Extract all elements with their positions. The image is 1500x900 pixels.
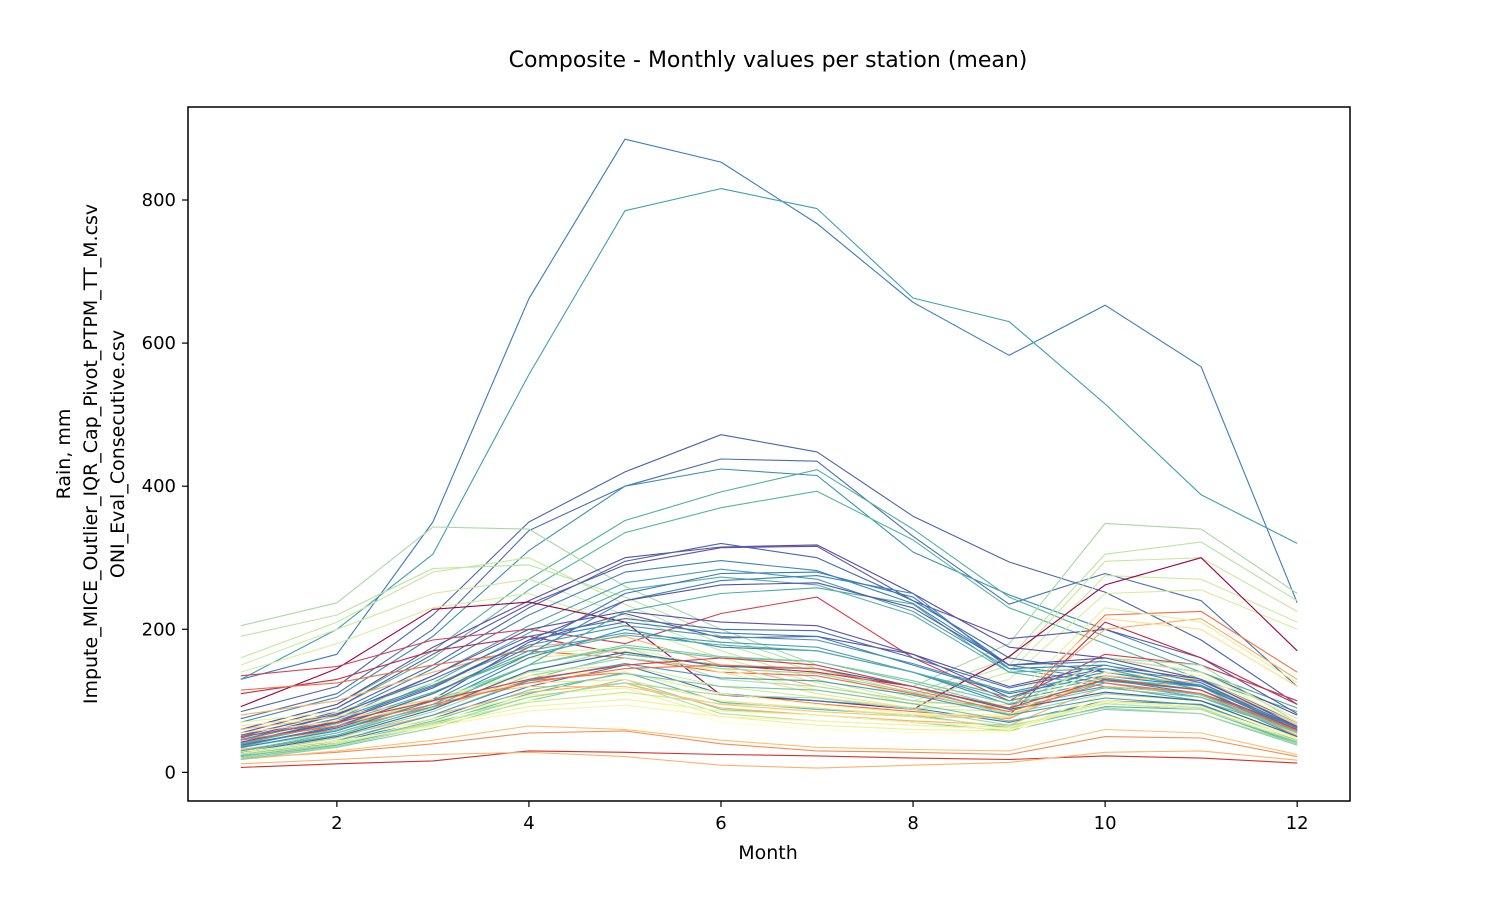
series-line — [240, 750, 1298, 768]
series-line — [240, 651, 1298, 753]
series-line — [240, 701, 1298, 753]
y-axis-label-line-3: ONI_Eval_Consecutive.csv — [107, 330, 129, 578]
series-line — [240, 575, 1298, 748]
y-axis-label-line-2: Impute_MICE_Outlier_IQR_Cap_Pivot_PTPM_T… — [80, 204, 102, 704]
plot-frame — [187, 106, 1351, 802]
series-line — [240, 610, 1298, 739]
series-line — [240, 675, 1298, 731]
series-line — [240, 657, 1298, 738]
chart-title: Composite - Monthly values per station (… — [509, 48, 1028, 73]
series-line — [240, 188, 1298, 680]
series-line — [240, 557, 1298, 710]
series-line — [240, 582, 1298, 743]
series-line — [240, 621, 1298, 743]
series-line — [240, 664, 1298, 738]
series-line — [240, 646, 1298, 748]
y-axis-label-line-1: Rain, mm — [53, 409, 75, 500]
series-line — [240, 560, 1298, 741]
series-line — [240, 468, 1298, 723]
x-tick-label: 8 — [907, 813, 918, 834]
x-axis-label: Month — [738, 842, 798, 864]
series-line — [240, 657, 1298, 741]
series-line — [240, 698, 1298, 754]
series-line — [240, 589, 1298, 705]
series-line — [240, 730, 1298, 759]
series-line — [240, 610, 1298, 713]
y-axis-label: Rain, mm Impute_MICE_Outlier_IQR_Cap_Piv… — [53, 204, 129, 704]
series-line — [240, 490, 1298, 734]
series-line — [240, 138, 1298, 680]
x-tick-label: 2 — [331, 813, 342, 834]
series-line — [240, 678, 1298, 761]
series-line — [240, 625, 1298, 741]
series-layer — [240, 138, 1298, 769]
y-tick-label: 0 — [165, 762, 176, 783]
x-axis: 2 4 6 8 10 12 — [331, 801, 1309, 834]
y-tick-label: 800 — [142, 190, 176, 211]
series-line — [240, 596, 1298, 702]
series-line — [240, 458, 1298, 720]
y-tick-label: 400 — [142, 476, 176, 497]
series-line — [240, 664, 1298, 741]
series-line — [240, 618, 1298, 736]
series-line — [240, 576, 1298, 745]
x-tick-label: 10 — [1094, 813, 1117, 834]
series-line — [240, 725, 1298, 761]
series-line — [240, 682, 1298, 751]
series-line — [240, 522, 1298, 688]
series-line — [240, 657, 1298, 755]
series-line — [240, 691, 1298, 756]
x-tick-label: 6 — [715, 813, 726, 834]
series-line — [240, 541, 1298, 695]
series-line — [240, 750, 1298, 769]
series-line — [240, 663, 1298, 756]
series-line — [240, 618, 1298, 716]
series-line — [240, 434, 1298, 713]
series-line — [240, 469, 1298, 731]
x-tick-label: 12 — [1286, 813, 1309, 834]
y-axis: 0 200 400 600 800 — [142, 190, 188, 783]
series-line — [240, 634, 1298, 745]
series-line — [240, 571, 1298, 746]
series-line — [240, 575, 1298, 702]
series-line — [240, 587, 1298, 752]
y-tick-label: 200 — [142, 619, 176, 640]
series-line — [240, 693, 1298, 752]
series-line — [240, 557, 1298, 698]
x-tick-label: 4 — [523, 813, 534, 834]
y-tick-label: 600 — [142, 333, 176, 354]
series-line — [240, 545, 1298, 734]
series-line — [240, 646, 1298, 752]
